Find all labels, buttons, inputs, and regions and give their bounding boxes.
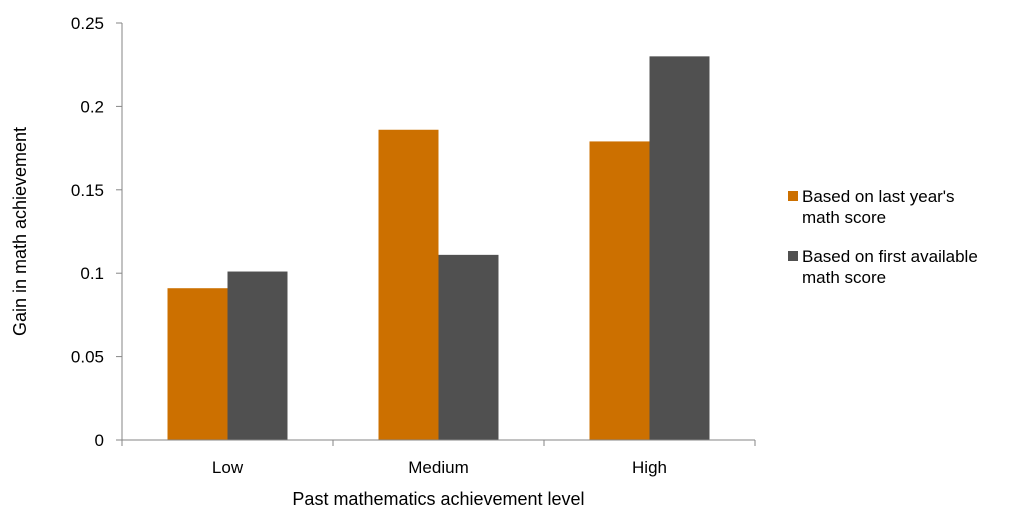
y-tick-label: 0.1: [80, 264, 104, 283]
bar-last-year-low: [167, 288, 228, 440]
x-tick-label-low: Low: [212, 458, 244, 477]
y-tick-label: 0.05: [71, 348, 104, 367]
x-tick-label-high: High: [632, 458, 667, 477]
legend-label-last-year-line1: Based on last year's: [802, 187, 955, 206]
y-axis-title: Gain in math achievement: [10, 127, 30, 336]
labels-layer: 0 0.05 0.1 0.15 0.2 0.25 Low Medium High Past mat…: [10, 14, 667, 509]
bar-first-available-high: [649, 56, 710, 441]
legend: Based on last year's math score Based on…: [788, 186, 1020, 306]
bars-layer: [167, 56, 710, 441]
bar-first-available-low: [227, 271, 288, 440]
bar-first-available-medium: [438, 254, 499, 440]
axes-layer: [116, 22, 756, 446]
legend-label-first-available-line2: math score: [802, 268, 887, 287]
legend-label-first-available-line1: Based on first available: [802, 247, 978, 266]
legend-label-last-year-line2: math score: [802, 208, 887, 227]
y-tick-label: 0.2: [80, 97, 104, 116]
x-tick-label-medium: Medium: [408, 458, 468, 477]
legend-item-last-year: Based on last year's math score: [788, 186, 1020, 228]
y-tick-label: 0.25: [71, 14, 104, 33]
y-tick-label: 0: [95, 431, 104, 450]
x-axis-title: Past mathematics achievement level: [292, 489, 584, 509]
bar-last-year-high: [589, 141, 650, 441]
bar-last-year-medium: [378, 129, 439, 440]
legend-item-first-available: Based on first available math score: [788, 246, 1020, 288]
legend-swatch-last-year: [788, 191, 798, 201]
y-tick-label: 0.15: [71, 181, 104, 200]
legend-swatch-first-available: [788, 251, 798, 261]
